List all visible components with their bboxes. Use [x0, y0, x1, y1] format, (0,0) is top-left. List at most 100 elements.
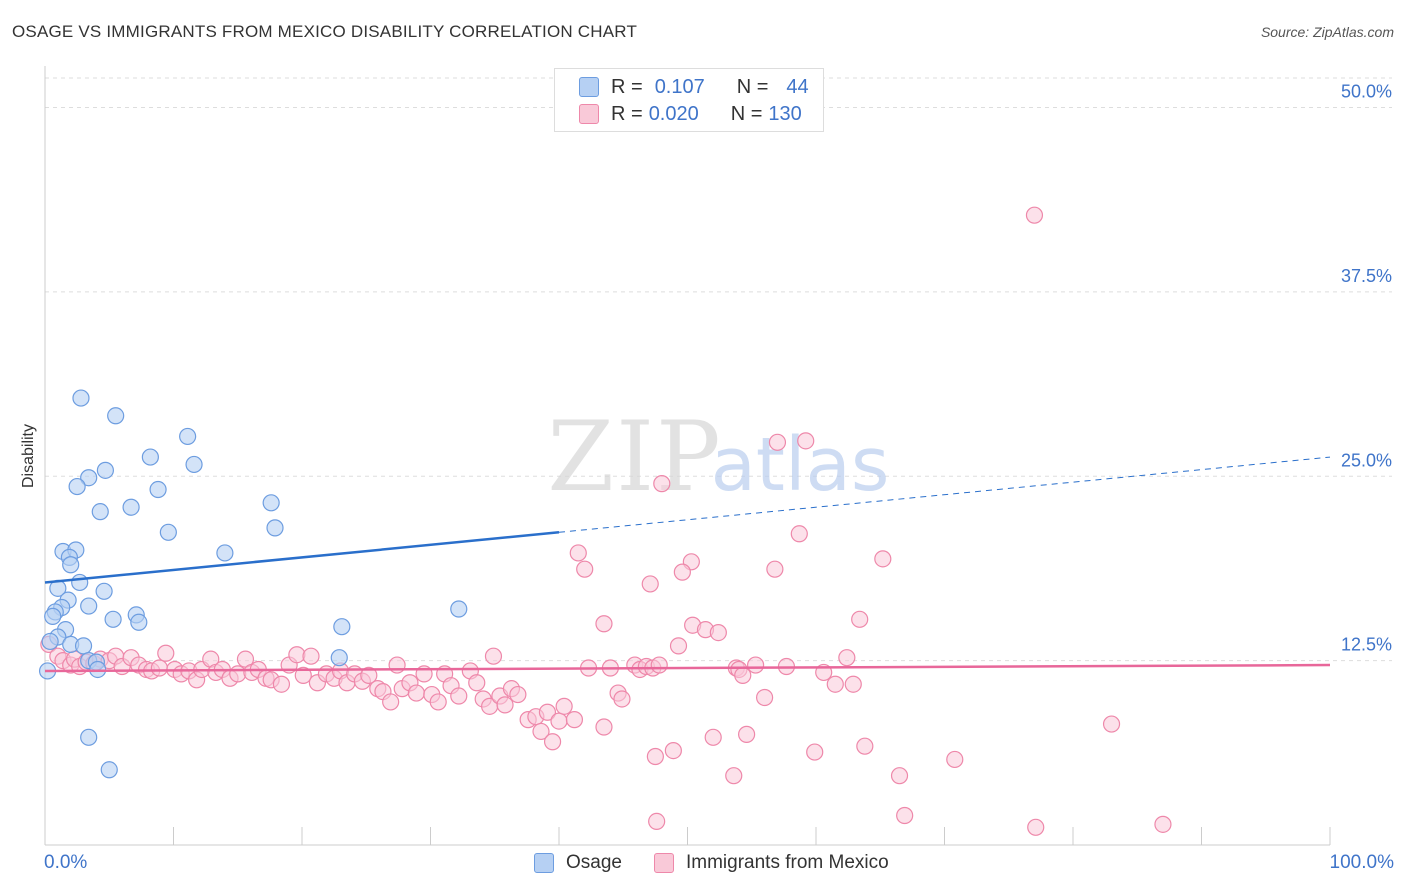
osage-point — [68, 477, 86, 496]
mexico-point — [450, 687, 468, 705]
watermark-zip: ZIP — [547, 401, 722, 513]
osage-point — [80, 728, 98, 746]
mexico-point — [1025, 206, 1044, 224]
mexico-point — [725, 767, 743, 785]
watermark: ZIP atlas — [547, 401, 889, 513]
legend-row-osage: R = 0.107 N = 44 — [579, 75, 809, 99]
mexico-legend-swatch — [654, 853, 674, 873]
mexico-point — [613, 690, 631, 708]
osage-trend-projection — [558, 456, 1331, 533]
mexico-point — [669, 637, 688, 655]
mexico-swatch — [579, 104, 599, 124]
mexico-point — [664, 741, 682, 760]
mexico-point — [874, 550, 892, 568]
mexico-point — [1154, 815, 1172, 833]
osage-legend-label: Osage — [566, 852, 622, 873]
osage-point — [122, 498, 140, 516]
osage-point — [333, 618, 351, 636]
chart-title: OSAGE VS IMMIGRANTS FROM MEXICO DISABILI… — [12, 22, 638, 41]
osage-point — [62, 556, 80, 574]
mexico-point — [1027, 818, 1045, 836]
mexico-point — [766, 560, 784, 578]
mexico-r-label: R = — [611, 102, 643, 125]
osage-point — [71, 573, 89, 592]
osage-point — [262, 494, 280, 512]
mexico-point — [576, 560, 594, 578]
mexico-point — [496, 696, 514, 714]
osage-point — [107, 407, 125, 425]
mexico-point — [288, 646, 306, 664]
osage-point — [100, 761, 118, 779]
legend-item-osage[interactable]: Osage — [534, 852, 622, 874]
osage-point — [74, 637, 93, 655]
mexico-point — [755, 688, 774, 707]
osage-point — [130, 613, 148, 631]
mexico-point — [844, 675, 862, 693]
mexico-point — [302, 647, 320, 665]
osage-swatch — [579, 77, 599, 97]
mexico-point — [388, 656, 406, 674]
trend-lines — [44, 456, 1331, 673]
y-tick-label: 12.5% — [1341, 635, 1392, 655]
osage-point — [91, 503, 109, 521]
mexico-point — [806, 743, 824, 761]
osage-r-value: 0.107 — [654, 75, 705, 98]
osage-trend-line — [44, 531, 560, 584]
axes — [44, 66, 1331, 846]
mexico-point — [673, 563, 691, 581]
mexico-point — [150, 659, 168, 677]
mexico-point — [890, 767, 909, 785]
osage-point — [80, 469, 98, 487]
osage-r-label: R = — [611, 75, 643, 98]
y-tick-labels: 12.5% 25.0% 37.5% 50.0% — [1341, 82, 1392, 655]
mexico-n-value: 130 — [768, 102, 802, 125]
mexico-point — [569, 544, 587, 562]
mexico-point — [565, 711, 584, 729]
mexico-point — [738, 725, 756, 743]
stats-legend: R = 0.107 N = 44 R = 0.020 N = 130 — [554, 68, 824, 132]
mexico-point — [641, 575, 659, 593]
osage-n-value: 44 — [786, 75, 809, 98]
osage-point — [330, 649, 348, 667]
osage-point — [104, 610, 122, 628]
osage-point — [159, 523, 177, 541]
x-tick-label-min: 0.0% — [44, 852, 88, 873]
mexico-point — [856, 737, 874, 755]
osage-point — [450, 600, 468, 618]
osage-point — [72, 389, 90, 407]
mexico-point — [747, 656, 765, 674]
mexico-point — [896, 806, 914, 825]
mexico-point — [294, 666, 312, 684]
y-tick-label: 25.0% — [1341, 450, 1392, 470]
mexico-point — [797, 432, 815, 450]
mexico-point — [838, 649, 856, 667]
legend-item-mexico[interactable]: Immigrants from Mexico — [654, 852, 889, 874]
mexico-points — [40, 206, 1172, 836]
mexico-point — [734, 666, 752, 684]
mexico-point — [768, 433, 787, 451]
mexico-point — [650, 656, 668, 674]
osage-point — [179, 427, 197, 446]
y-tick-label: 50.0% — [1341, 82, 1392, 102]
series-legend: Osage Immigrants from Mexico — [0, 852, 1406, 878]
mexico-point — [826, 675, 844, 693]
mexico-point — [790, 525, 808, 543]
mexico-point — [468, 674, 486, 692]
osage-point — [266, 519, 284, 537]
mexico-point — [646, 747, 664, 766]
mexico-point — [484, 647, 503, 665]
mexico-point — [407, 684, 425, 702]
source-label: Source: ZipAtlas.com — [1260, 24, 1394, 40]
osage-point — [149, 480, 167, 499]
mexico-legend-label: Immigrants from Mexico — [686, 852, 889, 873]
mexico-point — [946, 750, 964, 769]
mexico-point — [709, 623, 727, 642]
mexico-point — [382, 693, 400, 711]
mexico-point — [595, 718, 613, 736]
y-tick-label: 37.5% — [1341, 266, 1392, 286]
osage-point — [185, 455, 203, 474]
osage-legend-swatch — [534, 853, 554, 873]
mexico-n-label: N = — [730, 102, 763, 125]
osage-point — [80, 597, 98, 615]
mexico-point — [704, 728, 722, 746]
